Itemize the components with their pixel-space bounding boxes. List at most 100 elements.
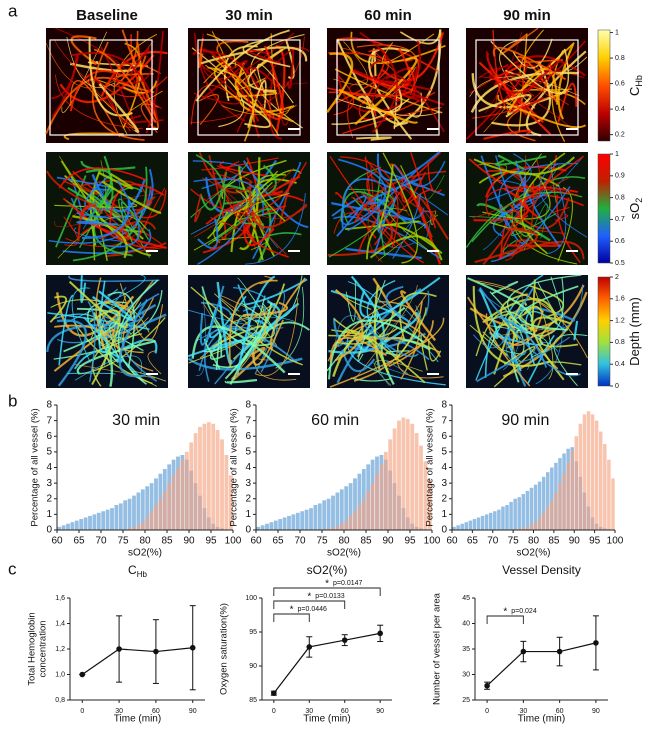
vessel (104, 179, 140, 248)
vessel (242, 38, 291, 68)
colorbar-tick-label: 0.5 (615, 260, 625, 267)
x-tick-label: 60 (341, 708, 349, 715)
data-point (153, 648, 159, 655)
x-tick-label: 90 (376, 708, 384, 715)
vessel (286, 46, 295, 89)
vessel (424, 290, 430, 317)
vessel (331, 195, 367, 237)
vessel (46, 323, 128, 353)
y-tick-label: 7 (46, 415, 52, 426)
vessel (493, 55, 586, 87)
x-tick-label: 65 (467, 536, 479, 547)
y-tick-label: 8 (46, 400, 52, 411)
histogram-bar (326, 498, 331, 530)
vessel (208, 295, 247, 339)
histogram-bar (110, 508, 114, 530)
image-panel (188, 28, 310, 143)
vessel (81, 189, 105, 230)
x-tick-label: 85 (161, 536, 173, 547)
x-tick-label: 70 (294, 536, 306, 547)
vessel (505, 336, 570, 363)
histogram-bar (295, 512, 300, 530)
vessel (334, 289, 364, 362)
histogram-bar (335, 526, 340, 530)
histogram-bar (335, 492, 340, 530)
vessel (89, 309, 121, 386)
histogram-bar (228, 475, 233, 530)
y-tick-label: 1,4 (55, 620, 65, 627)
histogram-bar (590, 414, 595, 530)
vessel (492, 46, 567, 81)
chart-title: sO2(%) (307, 563, 348, 577)
histogram-bar (149, 511, 154, 530)
histogram-bar (586, 411, 591, 530)
x-tick-label: 60 (556, 708, 564, 715)
y-tick-label: 45 (462, 595, 470, 602)
vessel (467, 277, 533, 323)
colorbar-tick-label: 1 (615, 151, 619, 158)
y-tick-label: 95 (249, 629, 257, 636)
vessel (331, 202, 427, 229)
histogram-bar (145, 517, 150, 530)
histogram-bar (105, 509, 110, 530)
histogram-bar (291, 514, 296, 530)
histogram-bar (136, 525, 141, 530)
y-tick-label: 8 (245, 400, 251, 411)
x-tick-label: 85 (360, 536, 372, 547)
histogram-bar (101, 511, 106, 530)
significance-star: * (307, 592, 311, 603)
vessel (472, 177, 569, 219)
vessel (254, 291, 286, 375)
vessel (196, 288, 207, 376)
vessel (329, 317, 445, 388)
vessel (97, 171, 134, 190)
y-tick-label: 85 (249, 697, 257, 704)
image-panel (326, 275, 449, 388)
vessel (72, 320, 153, 385)
vessel (516, 186, 579, 221)
y-axis-label: Number of vessel per area (432, 592, 443, 705)
vessel (332, 319, 442, 358)
vessel (557, 82, 578, 123)
vessel (491, 61, 551, 127)
vessel (118, 298, 149, 378)
histogram-bar (140, 522, 145, 530)
vessel (212, 165, 253, 184)
vessel (512, 38, 553, 69)
colorbar-tick-label: 0.4 (615, 106, 625, 113)
histogram-bar (562, 473, 566, 530)
histogram-bar (132, 526, 136, 530)
vessel (495, 155, 547, 166)
y-tick-label: 0 (441, 525, 447, 536)
vessel (98, 83, 140, 133)
x-tick-label: 60 (152, 708, 160, 715)
x-tick-label: 0 (80, 708, 84, 715)
vessel (241, 306, 267, 345)
histogram-bar (269, 522, 274, 530)
vessel (349, 72, 387, 90)
x-tick-label: 95 (404, 536, 416, 547)
image-panel (326, 28, 449, 143)
histogram-bar (410, 423, 415, 530)
vessel (72, 214, 128, 259)
vessel (53, 329, 115, 372)
column-header: 60 min (364, 7, 412, 24)
vessel (501, 287, 535, 344)
vessel (490, 40, 569, 94)
image-panel (45, 27, 168, 143)
vessel (202, 315, 222, 353)
y-tick-label: 7 (441, 415, 447, 426)
histogram-bar (357, 473, 362, 530)
histogram-bar (599, 431, 603, 530)
vessel (197, 186, 260, 266)
y-tick-label: 7 (245, 415, 251, 426)
vessel (232, 346, 266, 381)
vessel (49, 295, 68, 323)
histogram-bar (366, 490, 371, 530)
histogram-bar (70, 522, 75, 530)
vessel (473, 187, 530, 222)
histogram-bar (353, 511, 357, 530)
vessel (234, 71, 294, 123)
vessel (376, 209, 408, 233)
vessel (539, 163, 588, 238)
